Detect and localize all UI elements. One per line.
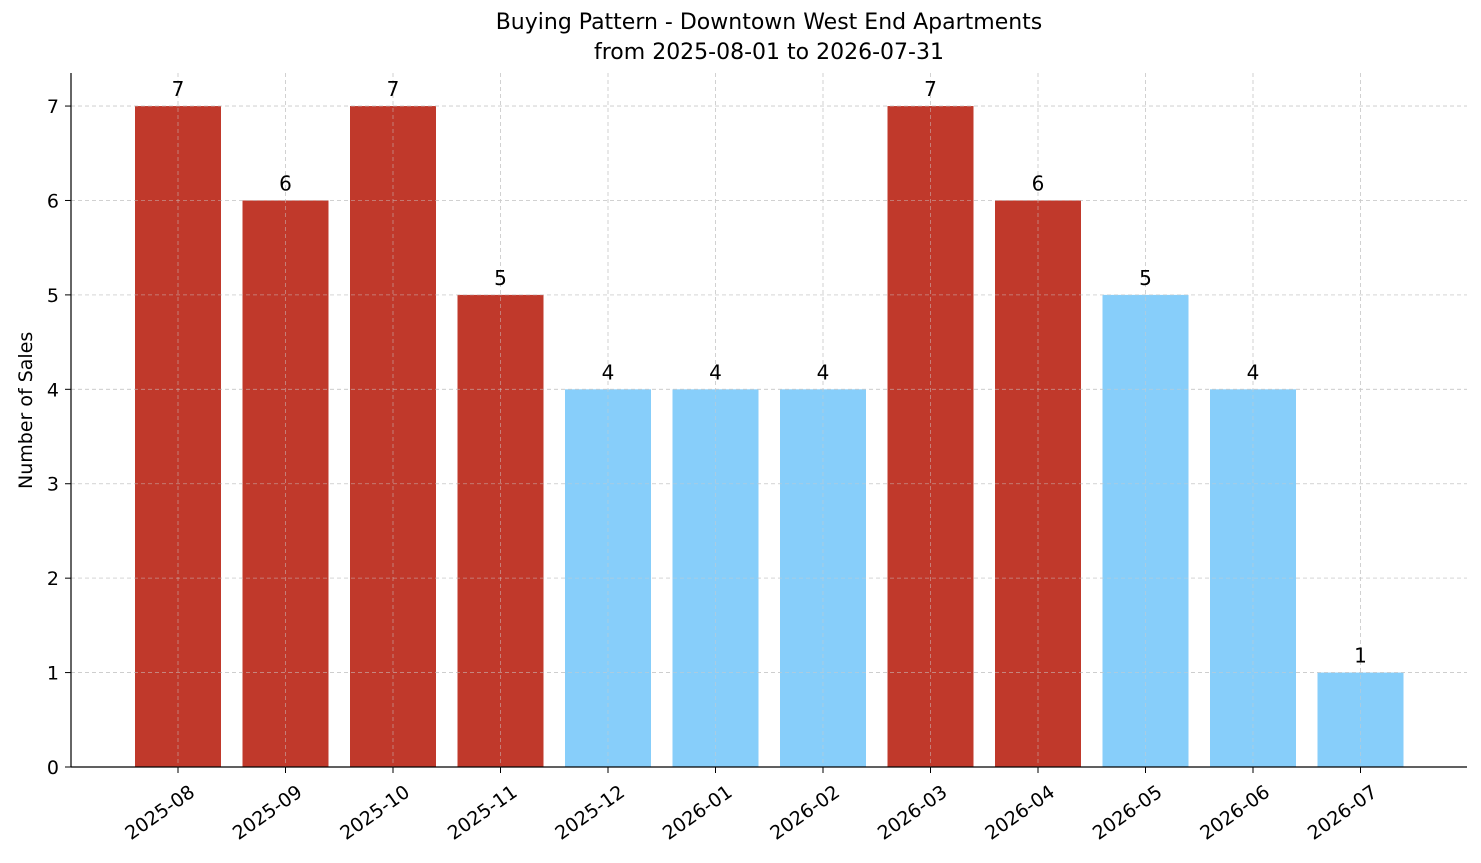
data-label: 4 — [1247, 360, 1260, 384]
x-tick-label: 2026-01 — [659, 781, 737, 845]
data-label: 4 — [709, 360, 722, 384]
y-tick-label: 5 — [47, 285, 59, 307]
chart-subtitle: from 2025-08-01 to 2026-07-31 — [594, 40, 944, 65]
data-label: 6 — [1032, 171, 1045, 195]
y-tick-label: 2 — [47, 568, 59, 590]
x-tick-label: 2025-08 — [121, 781, 199, 845]
x-tick-label: 2025-09 — [229, 781, 307, 845]
data-label: 1 — [1354, 644, 1367, 668]
y-tick-label: 0 — [47, 757, 59, 779]
x-tick-label: 2026-02 — [766, 781, 844, 845]
y-tick-label: 4 — [47, 379, 59, 401]
bar — [887, 106, 974, 768]
data-label: 7 — [387, 77, 400, 101]
x-tick-label: 2026-05 — [1089, 781, 1167, 845]
y-tick-label: 1 — [47, 663, 59, 685]
data-label: 7 — [924, 77, 937, 101]
chart-title: Buying Pattern - Downtown West End Apart… — [495, 10, 1043, 35]
y-tick-label: 3 — [47, 474, 59, 496]
data-label: 5 — [494, 266, 507, 290]
data-label: 6 — [279, 171, 292, 195]
x-tick-label: 2025-11 — [444, 781, 522, 845]
x-tick-label: 2025-12 — [551, 781, 629, 845]
y-tick-label: 7 — [47, 96, 59, 118]
y-tick-label: 6 — [47, 190, 59, 212]
data-label: 5 — [1139, 266, 1152, 290]
x-tick-label: 2026-06 — [1196, 781, 1274, 845]
bar — [350, 106, 436, 768]
data-label: 7 — [172, 77, 185, 101]
x-tick-label: 2026-04 — [981, 781, 1059, 845]
x-tick-label: 2025-10 — [336, 781, 414, 845]
data-label: 4 — [602, 360, 615, 384]
x-tick-label: 2026-07 — [1304, 781, 1382, 845]
x-tick-label: 2026-03 — [874, 781, 952, 845]
bar — [135, 106, 221, 768]
data-label: 4 — [817, 360, 830, 384]
